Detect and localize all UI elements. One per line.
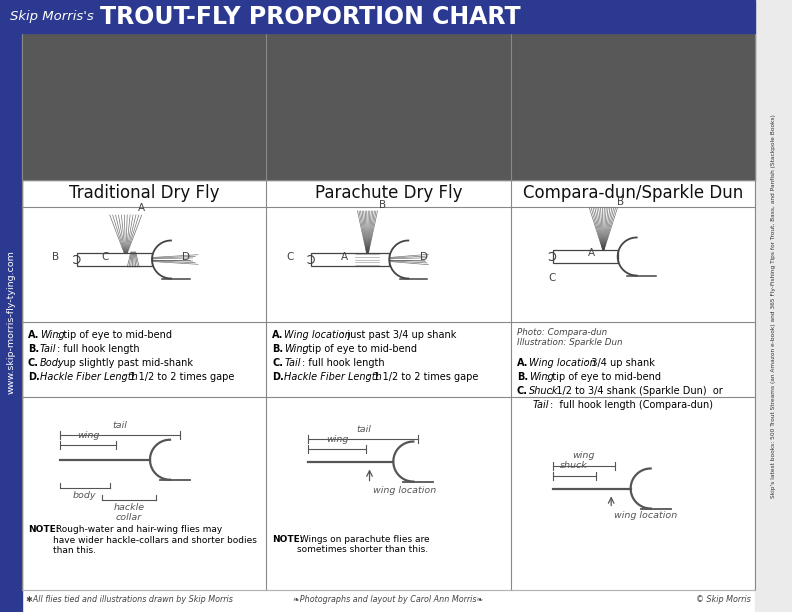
Text: hackle
collar: hackle collar <box>113 502 145 522</box>
Text: Wing: Wing <box>40 330 65 340</box>
Text: wing: wing <box>573 452 595 460</box>
Text: D.: D. <box>28 372 40 382</box>
Text: Rough-water and hair-wing flies may
have wider hackle-collars and shorter bodies: Rough-water and hair-wing flies may have… <box>53 526 257 555</box>
Text: Traditional Dry Fly: Traditional Dry Fly <box>69 184 219 203</box>
Text: C: C <box>101 253 109 263</box>
Text: Wing: Wing <box>529 372 554 382</box>
Text: www.skip-morris-fly-tying.com: www.skip-morris-fly-tying.com <box>6 250 16 395</box>
Text: : tip of eye to mid-bend: : tip of eye to mid-bend <box>302 344 417 354</box>
Text: wing location: wing location <box>372 485 436 494</box>
Text: Tail: Tail <box>40 344 56 354</box>
Text: : 1/2 to 3/4 shank (Sparkle Dun)  or: : 1/2 to 3/4 shank (Sparkle Dun) or <box>550 386 723 396</box>
Text: shuck: shuck <box>560 461 588 471</box>
Text: B.: B. <box>272 344 284 354</box>
Text: C.: C. <box>272 358 284 368</box>
Text: Shuck: Shuck <box>529 386 558 396</box>
Text: A.: A. <box>28 330 40 340</box>
Text: B: B <box>51 253 59 263</box>
Text: Wing location: Wing location <box>284 330 351 340</box>
Bar <box>553 250 618 263</box>
Text: wing location: wing location <box>614 510 677 520</box>
Text: Tail: Tail <box>533 400 549 410</box>
Text: Photo: Compara-dun
Illustration: Sparkle Dun: Photo: Compara-dun Illustration: Sparkle… <box>516 328 623 348</box>
Text: : just past 3/4 up shank: : just past 3/4 up shank <box>341 330 456 340</box>
Text: NOTE:: NOTE: <box>28 526 59 534</box>
Text: Tail: Tail <box>284 358 301 368</box>
Text: ❧Photographs and layout by Carol Ann Morris❧: ❧Photographs and layout by Carol Ann Mor… <box>293 594 484 603</box>
Bar <box>311 253 390 266</box>
Text: : 3/4 up shank: : 3/4 up shank <box>585 358 655 368</box>
Text: Compara-dun/Sparkle Dun: Compara-dun/Sparkle Dun <box>523 184 743 203</box>
Text: tail: tail <box>112 420 128 430</box>
Text: C: C <box>286 253 293 263</box>
Text: Skip's latest books: 500 Trout Streams (an Amazon e-book) and 365 Fly-Fishing Ti: Skip's latest books: 500 Trout Streams (… <box>771 114 776 498</box>
Text: ✱All flies tied and illustrations drawn by Skip Morris: ✱All flies tied and illustrations drawn … <box>26 594 233 603</box>
Bar <box>0 0 755 33</box>
Text: D: D <box>182 252 190 261</box>
Text: A.: A. <box>272 330 284 340</box>
Bar <box>511 33 755 180</box>
Text: B: B <box>618 197 624 207</box>
Text: A: A <box>138 203 145 213</box>
Text: wing: wing <box>326 435 348 444</box>
Bar <box>266 33 511 180</box>
Text: : 1 1/2 to 2 times gape: : 1 1/2 to 2 times gape <box>123 372 234 382</box>
Text: C: C <box>549 273 556 283</box>
Text: tail: tail <box>356 425 371 433</box>
Text: Hackle Fiber Length: Hackle Fiber Length <box>284 372 382 382</box>
Text: Wing location: Wing location <box>529 358 596 368</box>
Text: Parachute Dry Fly: Parachute Dry Fly <box>314 184 463 203</box>
Text: Wings on parachute flies are
sometimes shorter than this.: Wings on parachute flies are sometimes s… <box>297 535 430 554</box>
Text: B: B <box>379 200 386 210</box>
Text: : 1 1/2 to 2 times gape: : 1 1/2 to 2 times gape <box>367 372 478 382</box>
Text: A: A <box>588 248 596 258</box>
Text: A.: A. <box>516 358 528 368</box>
Text: B.: B. <box>28 344 39 354</box>
Bar <box>22 33 266 180</box>
Text: NOTE:: NOTE: <box>272 535 303 544</box>
Text: : up slightly past mid-shank: : up slightly past mid-shank <box>57 358 193 368</box>
Text: C.: C. <box>516 386 527 396</box>
Bar <box>77 253 152 266</box>
Text: Skip Morris's: Skip Morris's <box>10 10 93 23</box>
Text: wing: wing <box>77 431 99 440</box>
Text: B.: B. <box>516 372 527 382</box>
Text: Hackle Fiber Length: Hackle Fiber Length <box>40 372 138 382</box>
Text: : full hook length: : full hook length <box>302 358 384 368</box>
Text: Wing: Wing <box>284 344 309 354</box>
Text: : tip of eye to mid-bend: : tip of eye to mid-bend <box>546 372 661 382</box>
Text: : full hook length: : full hook length <box>57 344 140 354</box>
Text: D.: D. <box>272 372 284 382</box>
Bar <box>755 0 792 612</box>
Text: Body: Body <box>40 358 65 368</box>
Bar <box>0 33 22 612</box>
Text: A: A <box>341 253 348 263</box>
Text: :  full hook length (Compara-dun): : full hook length (Compara-dun) <box>550 400 713 410</box>
Text: : tip of eye to mid-bend: : tip of eye to mid-bend <box>57 330 173 340</box>
Text: body: body <box>73 491 97 500</box>
Text: C.: C. <box>28 358 39 368</box>
Text: © Skip Morris: © Skip Morris <box>696 594 751 603</box>
Text: TROUT-FLY PROPORTION CHART: TROUT-FLY PROPORTION CHART <box>100 4 520 29</box>
Text: D: D <box>420 252 428 261</box>
